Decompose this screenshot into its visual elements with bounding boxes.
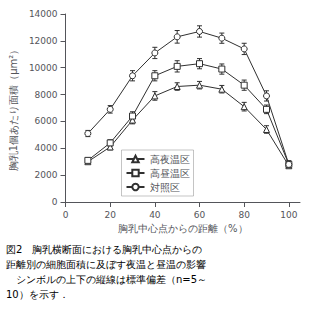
svg-text:80: 80: [238, 210, 250, 220]
svg-text:60: 60: [194, 210, 206, 220]
svg-text:12000: 12000: [29, 36, 58, 46]
svg-text:0: 0: [52, 197, 58, 207]
svg-text:6000: 6000: [35, 116, 58, 126]
svg-text:4000: 4000: [35, 143, 58, 153]
svg-text:14000: 14000: [29, 9, 58, 19]
svg-text:40: 40: [149, 210, 161, 220]
svg-text:10000: 10000: [29, 63, 58, 73]
svg-text:図2 胸乳横断面における胸乳中心点からの: 図2 胸乳横断面における胸乳中心点からの: [6, 244, 202, 255]
svg-text:高夜温区: 高夜温区: [150, 154, 190, 165]
svg-text:距離別の細胞面積に及ぼす夜温と昼温の影響: 距離別の細胞面積に及ぼす夜温と昼温の影響: [6, 259, 206, 270]
svg-text:0: 0: [63, 210, 69, 220]
svg-text:シンボルの上下の縦線は標準偏差（n=5～: シンボルの上下の縦線は標準偏差（n=5～: [6, 274, 207, 285]
svg-text:対照区: 対照区: [150, 182, 180, 193]
svg-text:胸乳中心点からの距離（%）: 胸乳中心点からの距離（%）: [118, 223, 248, 234]
svg-text:10）を示す．: 10）を示す．: [6, 289, 69, 300]
svg-text:2000: 2000: [35, 170, 58, 180]
svg-text:20: 20: [104, 210, 116, 220]
svg-text:100: 100: [280, 210, 297, 220]
svg-text:高昼温区: 高昼温区: [150, 168, 190, 179]
svg-text:8000: 8000: [35, 90, 58, 100]
svg-text:胸乳1個あたり面積（μm²）: 胸乳1個あたり面積（μm²）: [8, 45, 19, 171]
